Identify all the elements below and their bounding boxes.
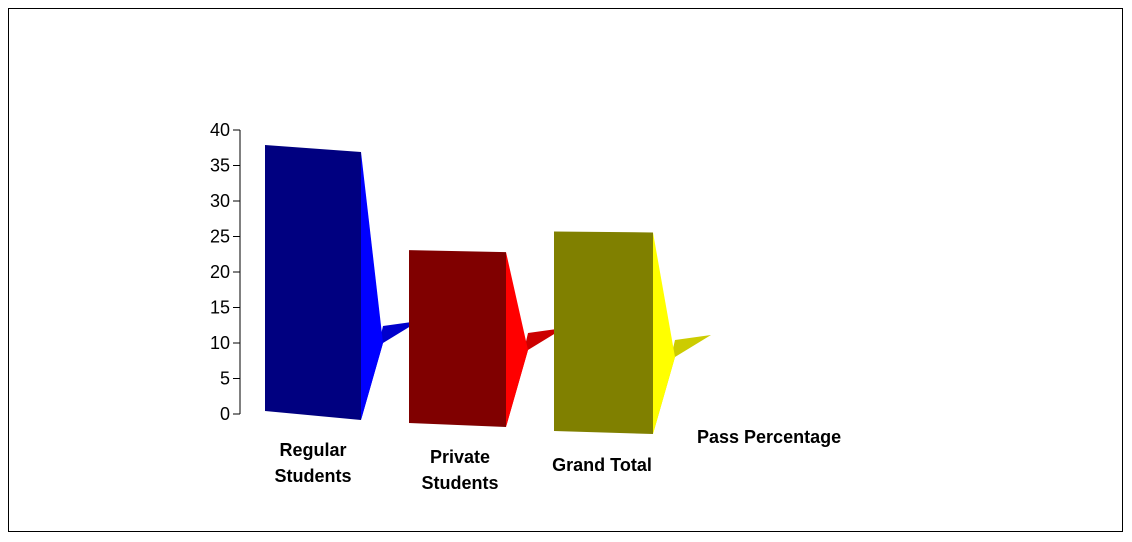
y-tick-label: 30 xyxy=(210,191,230,211)
bar-side xyxy=(653,232,675,434)
y-tick-label: 0 xyxy=(220,404,230,424)
category-labels: Regular Students Private Students Grand Tota… xyxy=(274,440,651,493)
y-tick-label: 10 xyxy=(210,333,230,353)
y-tick-label: 35 xyxy=(210,156,230,176)
y-tick-label: 20 xyxy=(210,262,230,282)
bars-group xyxy=(265,144,711,434)
bar-side xyxy=(506,252,528,427)
y-axis-ticks: 0 5 10 15 20 25 30 35 40 xyxy=(210,120,240,424)
y-tick-label: 5 xyxy=(220,369,230,389)
bar xyxy=(265,144,361,420)
y-tick-label: 15 xyxy=(210,298,230,318)
y-tick-label: 25 xyxy=(210,227,230,247)
bar-side xyxy=(361,151,383,420)
category-label: Grand Total xyxy=(552,455,652,475)
series-label: Pass Percentage xyxy=(697,427,841,447)
bar xyxy=(554,231,653,434)
category-label: Private Students xyxy=(421,447,498,493)
y-tick-label: 40 xyxy=(210,120,230,140)
bar xyxy=(409,250,506,427)
category-label: Regular Students xyxy=(274,440,351,486)
